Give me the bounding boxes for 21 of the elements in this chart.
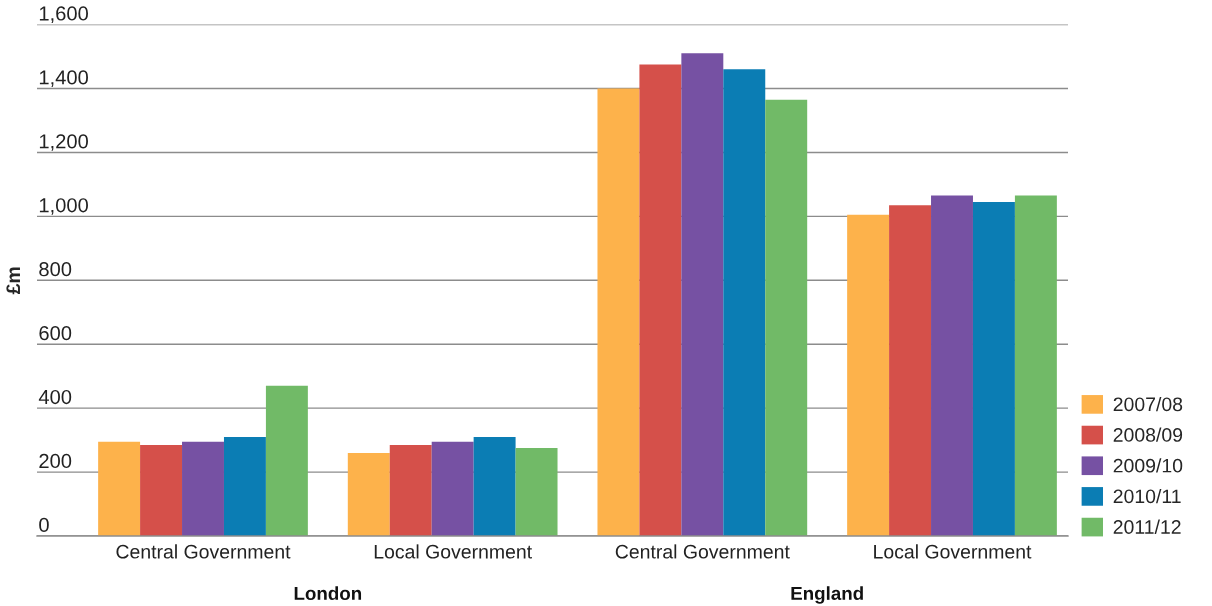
legend-label: 2007/08 — [1113, 396, 1183, 412]
y-tick-label: 600 — [39, 325, 72, 341]
y-axis-title: £m — [6, 267, 20, 295]
y-tick-label: 1,600 — [39, 6, 88, 23]
legend-label: 2008/09 — [1113, 427, 1183, 442]
x-tick-label: Local Government — [374, 544, 532, 559]
text: London — [294, 586, 362, 601]
y-tick-label: 1,000 — [39, 198, 88, 215]
legend-label: 2009/10 — [1113, 458, 1183, 473]
legend-label: 2011/12 — [1113, 519, 1181, 534]
y-tick-label: 0 — [39, 517, 49, 533]
y-tick-label: 400 — [38, 389, 72, 405]
y-tick-label: 1,400 — [39, 70, 88, 87]
x-tick-label: Local Government — [874, 544, 1032, 559]
y-tick-label: 200 — [39, 453, 72, 469]
y-tick-label: 1,200 — [39, 134, 88, 151]
legend-label: 2010/11 — [1113, 488, 1181, 504]
x-tick-label: Central Government — [116, 544, 291, 559]
text: England — [791, 586, 863, 604]
x-tick-label: Central Government — [615, 544, 790, 559]
y-tick-label: 800 — [39, 262, 72, 277]
